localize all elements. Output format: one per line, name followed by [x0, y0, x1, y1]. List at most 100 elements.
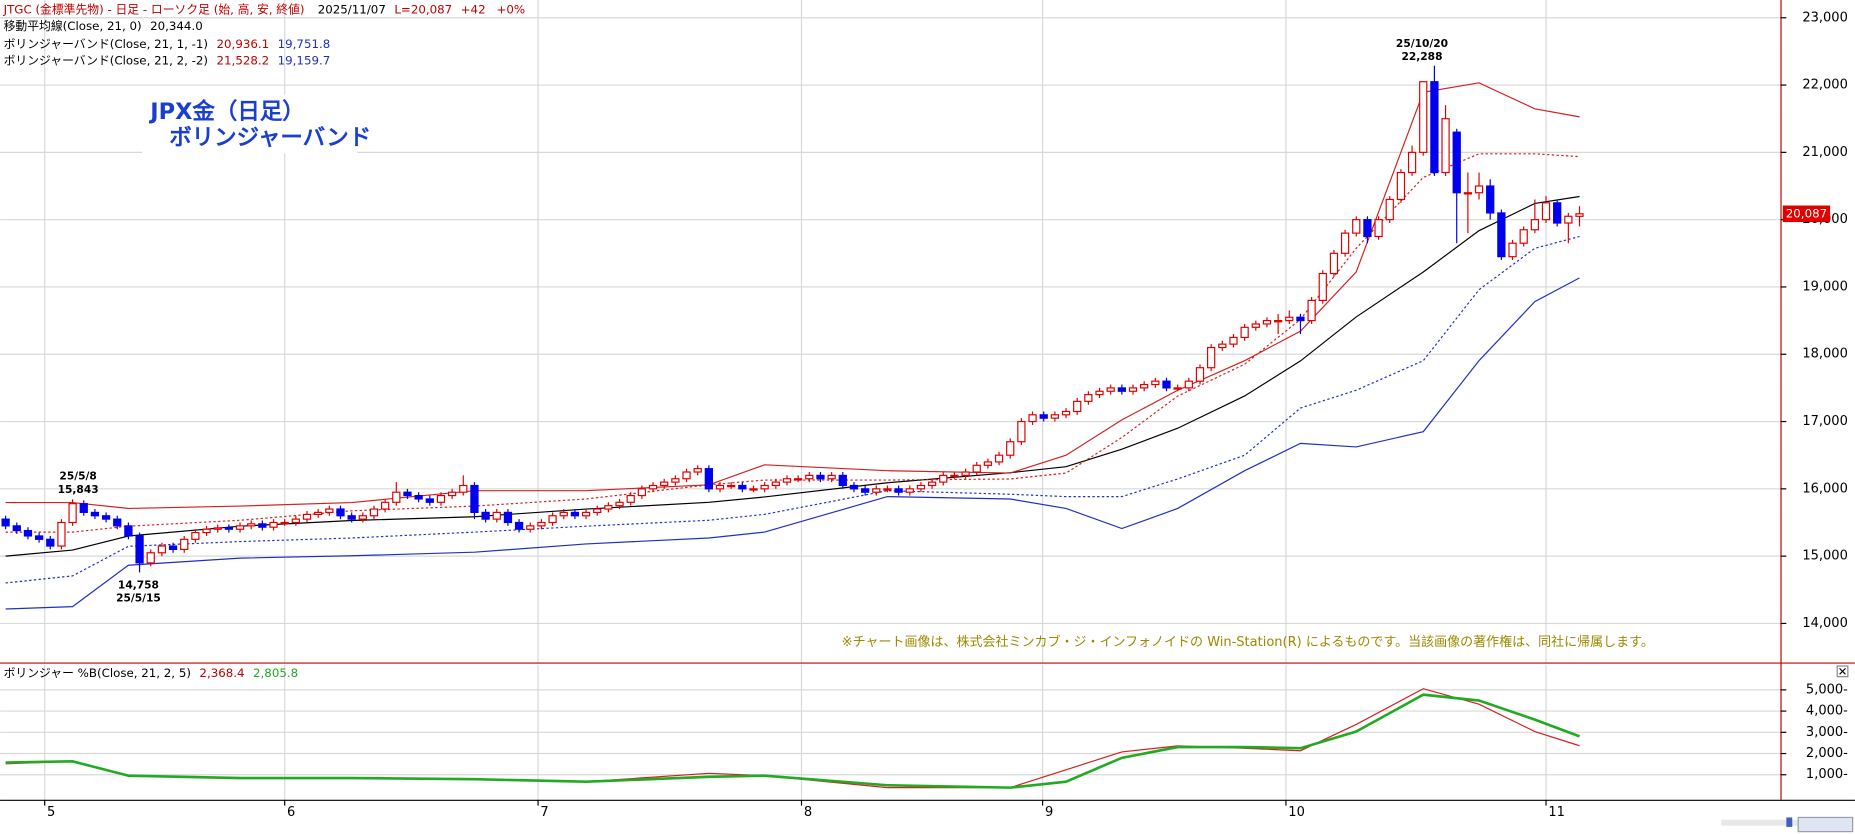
candle-body: [168, 545, 178, 551]
y-tick-label: 21,000: [1802, 145, 1848, 160]
bb1-legend: ボリンジャーバンド(Close, 21, 1, -1) 20,936.1 19,…: [4, 36, 331, 50]
candle-body: [727, 484, 736, 488]
candle-body: [57, 521, 66, 547]
candle-body: [827, 474, 836, 480]
candle-body: [637, 488, 647, 497]
candle-body: [1497, 212, 1506, 258]
candle-body: [1575, 213, 1584, 217]
close-button[interactable]: [1836, 665, 1849, 678]
candle-body: [1318, 272, 1327, 302]
candle-body: [794, 478, 803, 481]
indicator-header: ボリンジャー %B(Close, 21, 2, 5) 2,368.4 2,805…: [4, 666, 299, 680]
candle-body: [1251, 323, 1260, 328]
candle-body: [660, 481, 669, 487]
y-tick-label: 3,000-: [1806, 725, 1848, 740]
price-tag-label: 20,087: [1786, 206, 1827, 220]
annotation-price: 14,758: [118, 579, 159, 592]
candle-body: [135, 535, 144, 564]
change: +42: [461, 2, 486, 16]
last-price: L=20,087: [394, 2, 452, 16]
candle-body: [459, 484, 468, 493]
candle-body: [1363, 219, 1372, 238]
candle-body: [1039, 414, 1048, 419]
candle-body: [191, 531, 200, 540]
annotation-date: 25/10/20: [1396, 37, 1448, 50]
annotation-date: 25/5/8: [59, 470, 96, 483]
candle-body: [258, 523, 267, 528]
candle-body: [916, 484, 926, 490]
candle-body: [1530, 219, 1539, 231]
scroll-thumb[interactable]: [1786, 817, 1793, 827]
candle-body: [671, 478, 680, 483]
y-tick-label: 15,000: [1802, 549, 1848, 564]
candle-body: [90, 511, 100, 517]
candle-body: [749, 488, 758, 491]
indicator-value: 2,368.4: [199, 666, 244, 680]
ma-value: 20,344.0: [150, 19, 203, 33]
candle-body: [604, 505, 613, 510]
instrument-header: JTGC (金標準先物) - 日足 - ローソク足 (始, 高, 安, 終値) …: [3, 2, 526, 16]
candle-body: [1240, 326, 1249, 339]
x-tick-label: 11: [1548, 805, 1565, 820]
candle-body: [1028, 414, 1037, 423]
candle-body: [1452, 131, 1461, 194]
chart-title: JPX金（日足）: [148, 98, 304, 125]
candle-body: [615, 501, 624, 507]
candle-body: [280, 521, 289, 525]
indicator-line: [5, 82, 1580, 510]
candle-body: [1084, 394, 1093, 402]
candle-body: [336, 508, 345, 517]
candle-body: [983, 461, 993, 466]
bb2-legend: ボリンジャーバンド(Close, 21, 2, -2) 21,528.2 19,…: [4, 53, 331, 67]
candle-body: [537, 521, 546, 527]
y-tick-label: 14,000: [1802, 616, 1848, 631]
candle-body: [927, 481, 937, 487]
candle-body: [593, 508, 602, 513]
candle-body: [782, 478, 792, 483]
candle-body: [1195, 367, 1205, 382]
candle-body: [514, 521, 524, 530]
bb2-upper: 21,528.2: [217, 53, 270, 67]
candle-body: [224, 527, 234, 530]
x-tick-label: 9: [1045, 805, 1053, 820]
candle-body: [79, 503, 88, 513]
candle-body: [1541, 202, 1551, 221]
candle-body: [1463, 192, 1473, 195]
candle-body: [860, 488, 870, 493]
candle-body: [291, 518, 300, 524]
change-pct: +0%: [496, 2, 525, 16]
candle-body: [124, 525, 133, 537]
candle-body: [838, 474, 847, 487]
candle-body: [347, 515, 356, 520]
candle-body: [369, 508, 379, 517]
y-tick-label: 22,000: [1802, 78, 1848, 93]
zoom-buttons[interactable]: [1797, 816, 1854, 833]
candle-body: [1073, 400, 1082, 413]
candle-body: [1374, 219, 1383, 238]
candle-body: [693, 468, 702, 473]
candle-body: [570, 511, 580, 517]
y-tick-label: 16,000: [1802, 481, 1848, 496]
y-tick-label: 1,000-: [1806, 767, 1848, 782]
indicator-line: [5, 277, 1580, 610]
candle-body: [1419, 81, 1428, 153]
indicator-label: ボリンジャー %B(Close, 21, 2, 5): [4, 666, 191, 680]
candle-body: [972, 464, 981, 473]
candle-body: [1006, 441, 1015, 456]
close-icon[interactable]: [1839, 667, 1846, 675]
ma-label: 移動平均線(Close, 21, 0): [4, 19, 142, 33]
candle-body: [1229, 336, 1238, 345]
candle-body: [905, 488, 914, 493]
candle-body: [34, 535, 44, 540]
candle-body: [481, 511, 490, 520]
copyright-note: ※チャート画像は、株式会社ミンカブ・ジ・インフォノイドの Win-Station…: [842, 634, 1654, 650]
candle-body: [648, 484, 658, 490]
candle-body: [559, 511, 568, 517]
candle-body: [1162, 380, 1171, 389]
candle-body: [1273, 320, 1283, 323]
candle-body: [425, 498, 434, 503]
candle-body: [738, 484, 747, 490]
scrollbar[interactable]: [1721, 819, 1816, 826]
x-tick-label: 10: [1288, 805, 1305, 820]
